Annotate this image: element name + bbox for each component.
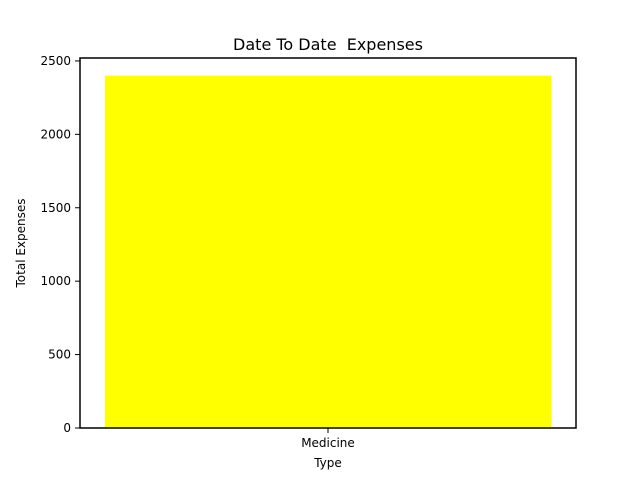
y-tick-label: 2000 xyxy=(40,127,71,141)
y-tick-label: 500 xyxy=(48,348,71,362)
y-axis-label: Total Expenses xyxy=(14,198,28,288)
bar-medicine xyxy=(104,75,552,428)
plot-frame xyxy=(79,57,577,429)
chart-title: Date To Date Expenses xyxy=(233,35,423,54)
x-tick-label: Medicine xyxy=(301,436,355,450)
y-axis-ticks: 0 500 1000 1500 2000 2500 xyxy=(40,54,80,435)
y-tick-label: 1500 xyxy=(40,201,71,215)
y-tick-label: 1000 xyxy=(40,274,71,288)
x-axis-label: Type xyxy=(313,456,342,470)
bars-group xyxy=(104,75,552,428)
y-tick-label: 0 xyxy=(63,421,71,435)
y-tick-label: 2500 xyxy=(40,54,71,68)
x-axis-ticks: Medicine xyxy=(301,428,355,450)
